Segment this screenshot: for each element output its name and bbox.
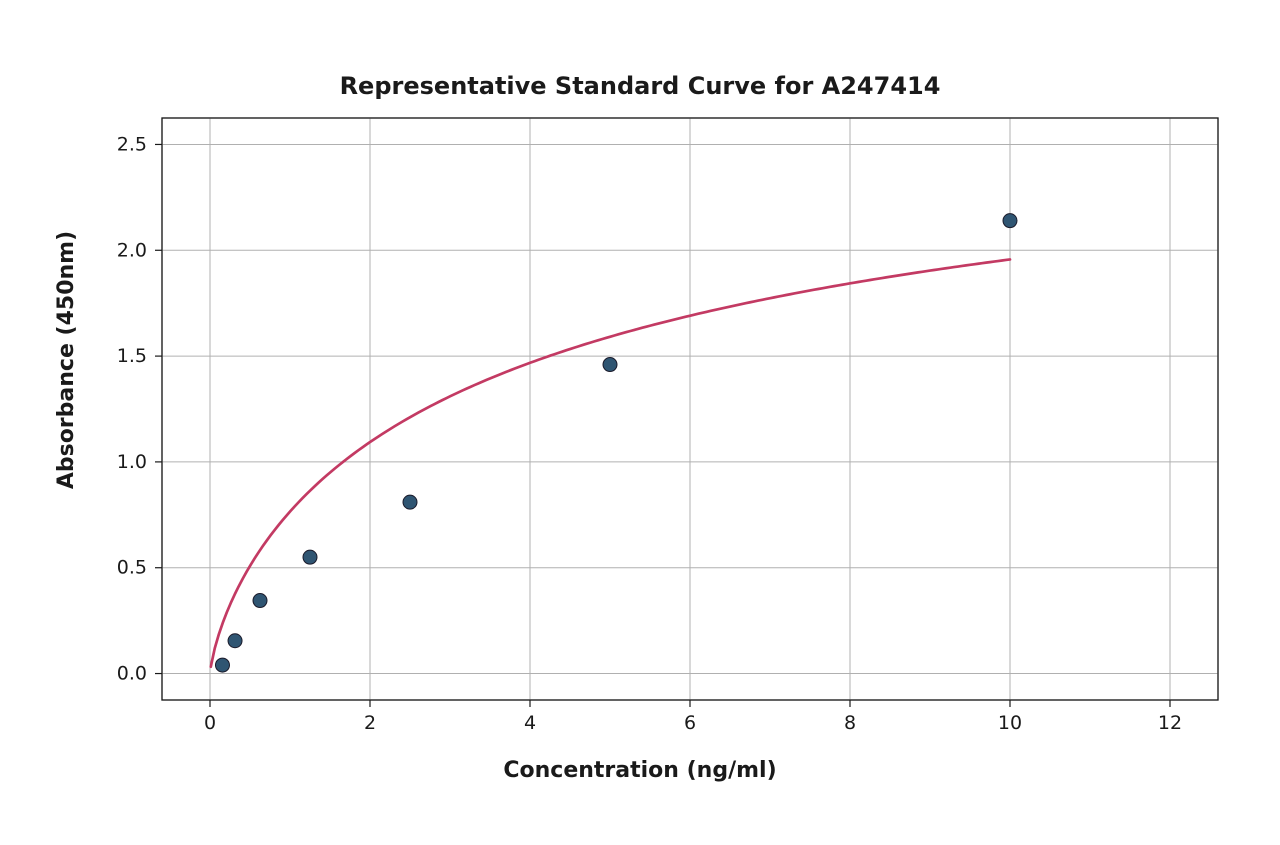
data-point <box>253 594 267 608</box>
x-axis-label: Concentration (ng/ml) <box>0 758 1280 783</box>
x-tick-label: 4 <box>524 712 536 734</box>
y-tick-label: 0.0 <box>117 663 147 685</box>
data-point <box>215 658 229 672</box>
data-point <box>228 634 242 648</box>
x-tick-label: 8 <box>844 712 856 734</box>
x-tick-label: 0 <box>204 712 216 734</box>
data-point <box>403 495 417 509</box>
data-point <box>303 550 317 564</box>
data-point <box>603 358 617 372</box>
y-tick-label: 2.0 <box>117 239 147 261</box>
x-tick-label: 12 <box>1158 712 1182 734</box>
chart-container: Representative Standard Curve for A24741… <box>0 0 1280 845</box>
x-tick-label: 6 <box>684 712 696 734</box>
x-tick-label: 10 <box>998 712 1022 734</box>
y-tick-label: 1.5 <box>117 345 147 367</box>
y-tick-label: 0.5 <box>117 557 147 579</box>
chart-svg: 0 2 4 6 8 10 12 0.0 0.5 1.0 1.5 2.0 2.5 <box>0 0 1280 845</box>
y-axis-label: Absorbance (450nm) <box>54 80 79 640</box>
x-tick-label: 2 <box>364 712 376 734</box>
y-tick-label: 1.0 <box>117 451 147 473</box>
y-tick-label: 2.5 <box>117 133 147 155</box>
data-point <box>1003 214 1017 228</box>
fit-curve <box>211 259 1010 666</box>
